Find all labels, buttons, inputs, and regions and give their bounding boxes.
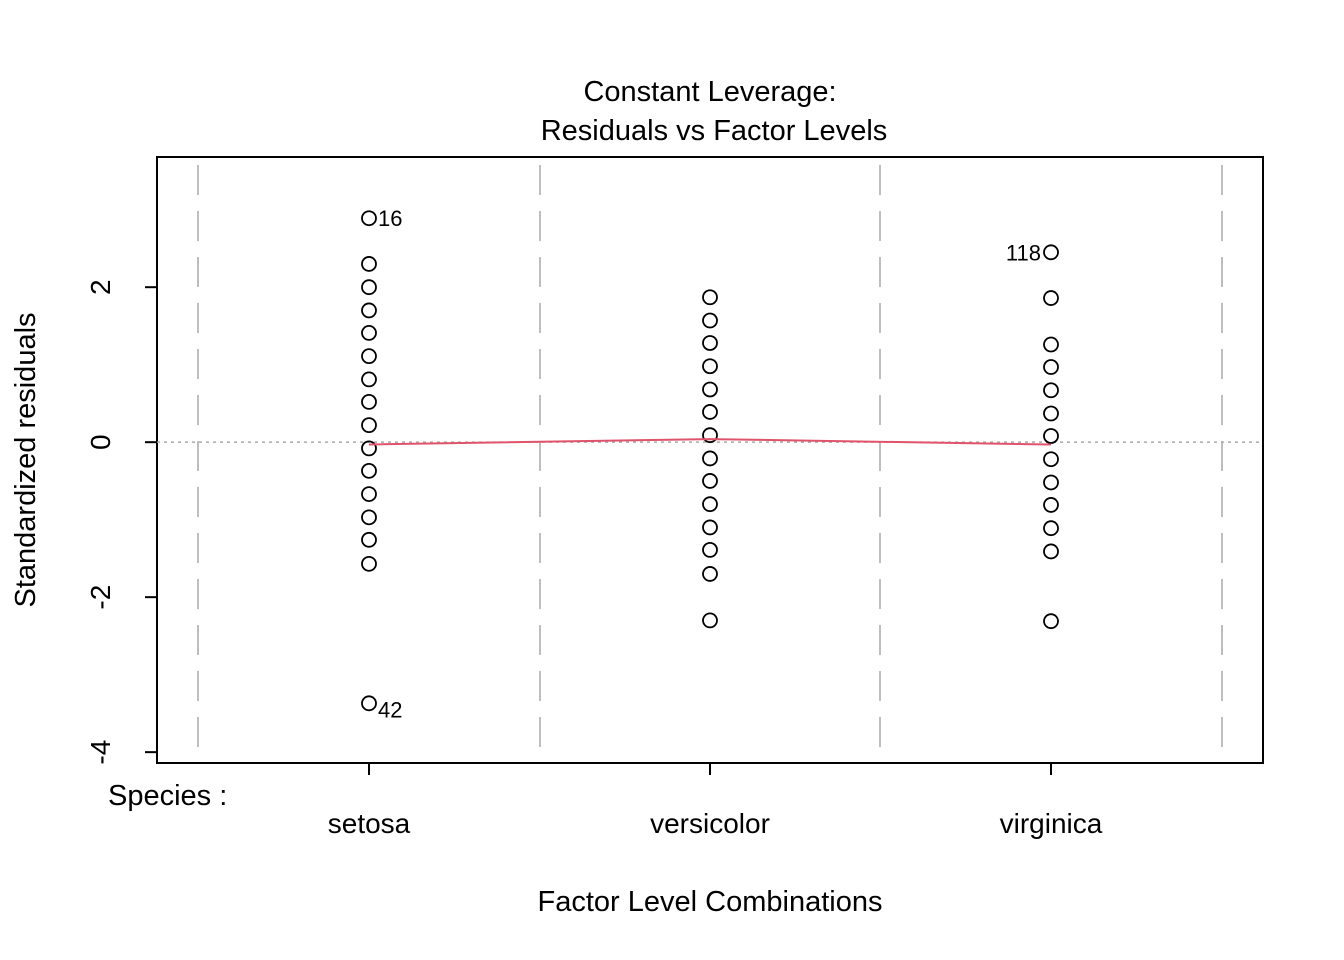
x-axis-label: Factor Level Combinations	[538, 886, 883, 918]
y-tick-label: 0	[85, 434, 116, 450]
fit-line	[368, 438, 1052, 446]
point	[361, 440, 377, 457]
point	[702, 335, 718, 351]
point-label: 42	[378, 697, 402, 722]
point	[361, 417, 377, 434]
point	[1043, 244, 1059, 261]
point	[702, 289, 718, 306]
point	[1043, 451, 1059, 468]
point	[361, 210, 377, 227]
x-tick-label: versicolor	[650, 808, 770, 839]
y-tick-label: 2	[85, 279, 116, 295]
point	[361, 348, 377, 365]
point	[1043, 290, 1059, 306]
point	[702, 381, 718, 398]
chart-subtitle: Residuals vs Factor Levels	[541, 115, 888, 147]
point	[361, 371, 377, 388]
point	[1043, 428, 1059, 444]
point	[361, 531, 377, 548]
point	[702, 541, 718, 558]
point	[361, 325, 377, 341]
point	[361, 393, 377, 410]
point	[361, 486, 377, 502]
point	[361, 302, 377, 319]
point	[361, 555, 377, 572]
point	[1043, 520, 1059, 537]
point	[702, 312, 718, 329]
group-separators	[197, 165, 1223, 763]
point	[702, 519, 718, 536]
point	[361, 279, 377, 296]
point	[702, 473, 718, 489]
point	[361, 462, 377, 479]
x-tick-label: virginica	[1000, 808, 1103, 839]
point-label: 16	[378, 206, 402, 231]
point	[702, 358, 718, 375]
point	[702, 450, 718, 467]
point-label: 118	[1006, 240, 1041, 265]
point	[1043, 497, 1059, 513]
y-axis-label: Standardized residuals	[10, 312, 42, 607]
y-tick-label: -4	[85, 740, 116, 765]
x-tick-label: setosa	[328, 808, 411, 839]
point	[1043, 543, 1059, 560]
point	[1043, 405, 1059, 422]
y-tick-label: -2	[85, 585, 116, 610]
point	[702, 612, 718, 629]
factor-label: Species :	[108, 780, 227, 812]
point	[1043, 613, 1059, 630]
point	[1043, 359, 1059, 375]
point	[1043, 474, 1059, 491]
point	[702, 496, 718, 513]
chart-title: Constant Leverage:	[583, 76, 836, 108]
point	[702, 404, 718, 420]
point	[361, 256, 377, 272]
point	[1043, 382, 1059, 399]
point	[361, 695, 377, 712]
point	[702, 566, 718, 582]
point	[1043, 336, 1059, 353]
plot-frame	[156, 156, 1264, 764]
point	[702, 427, 718, 444]
point	[361, 509, 377, 526]
